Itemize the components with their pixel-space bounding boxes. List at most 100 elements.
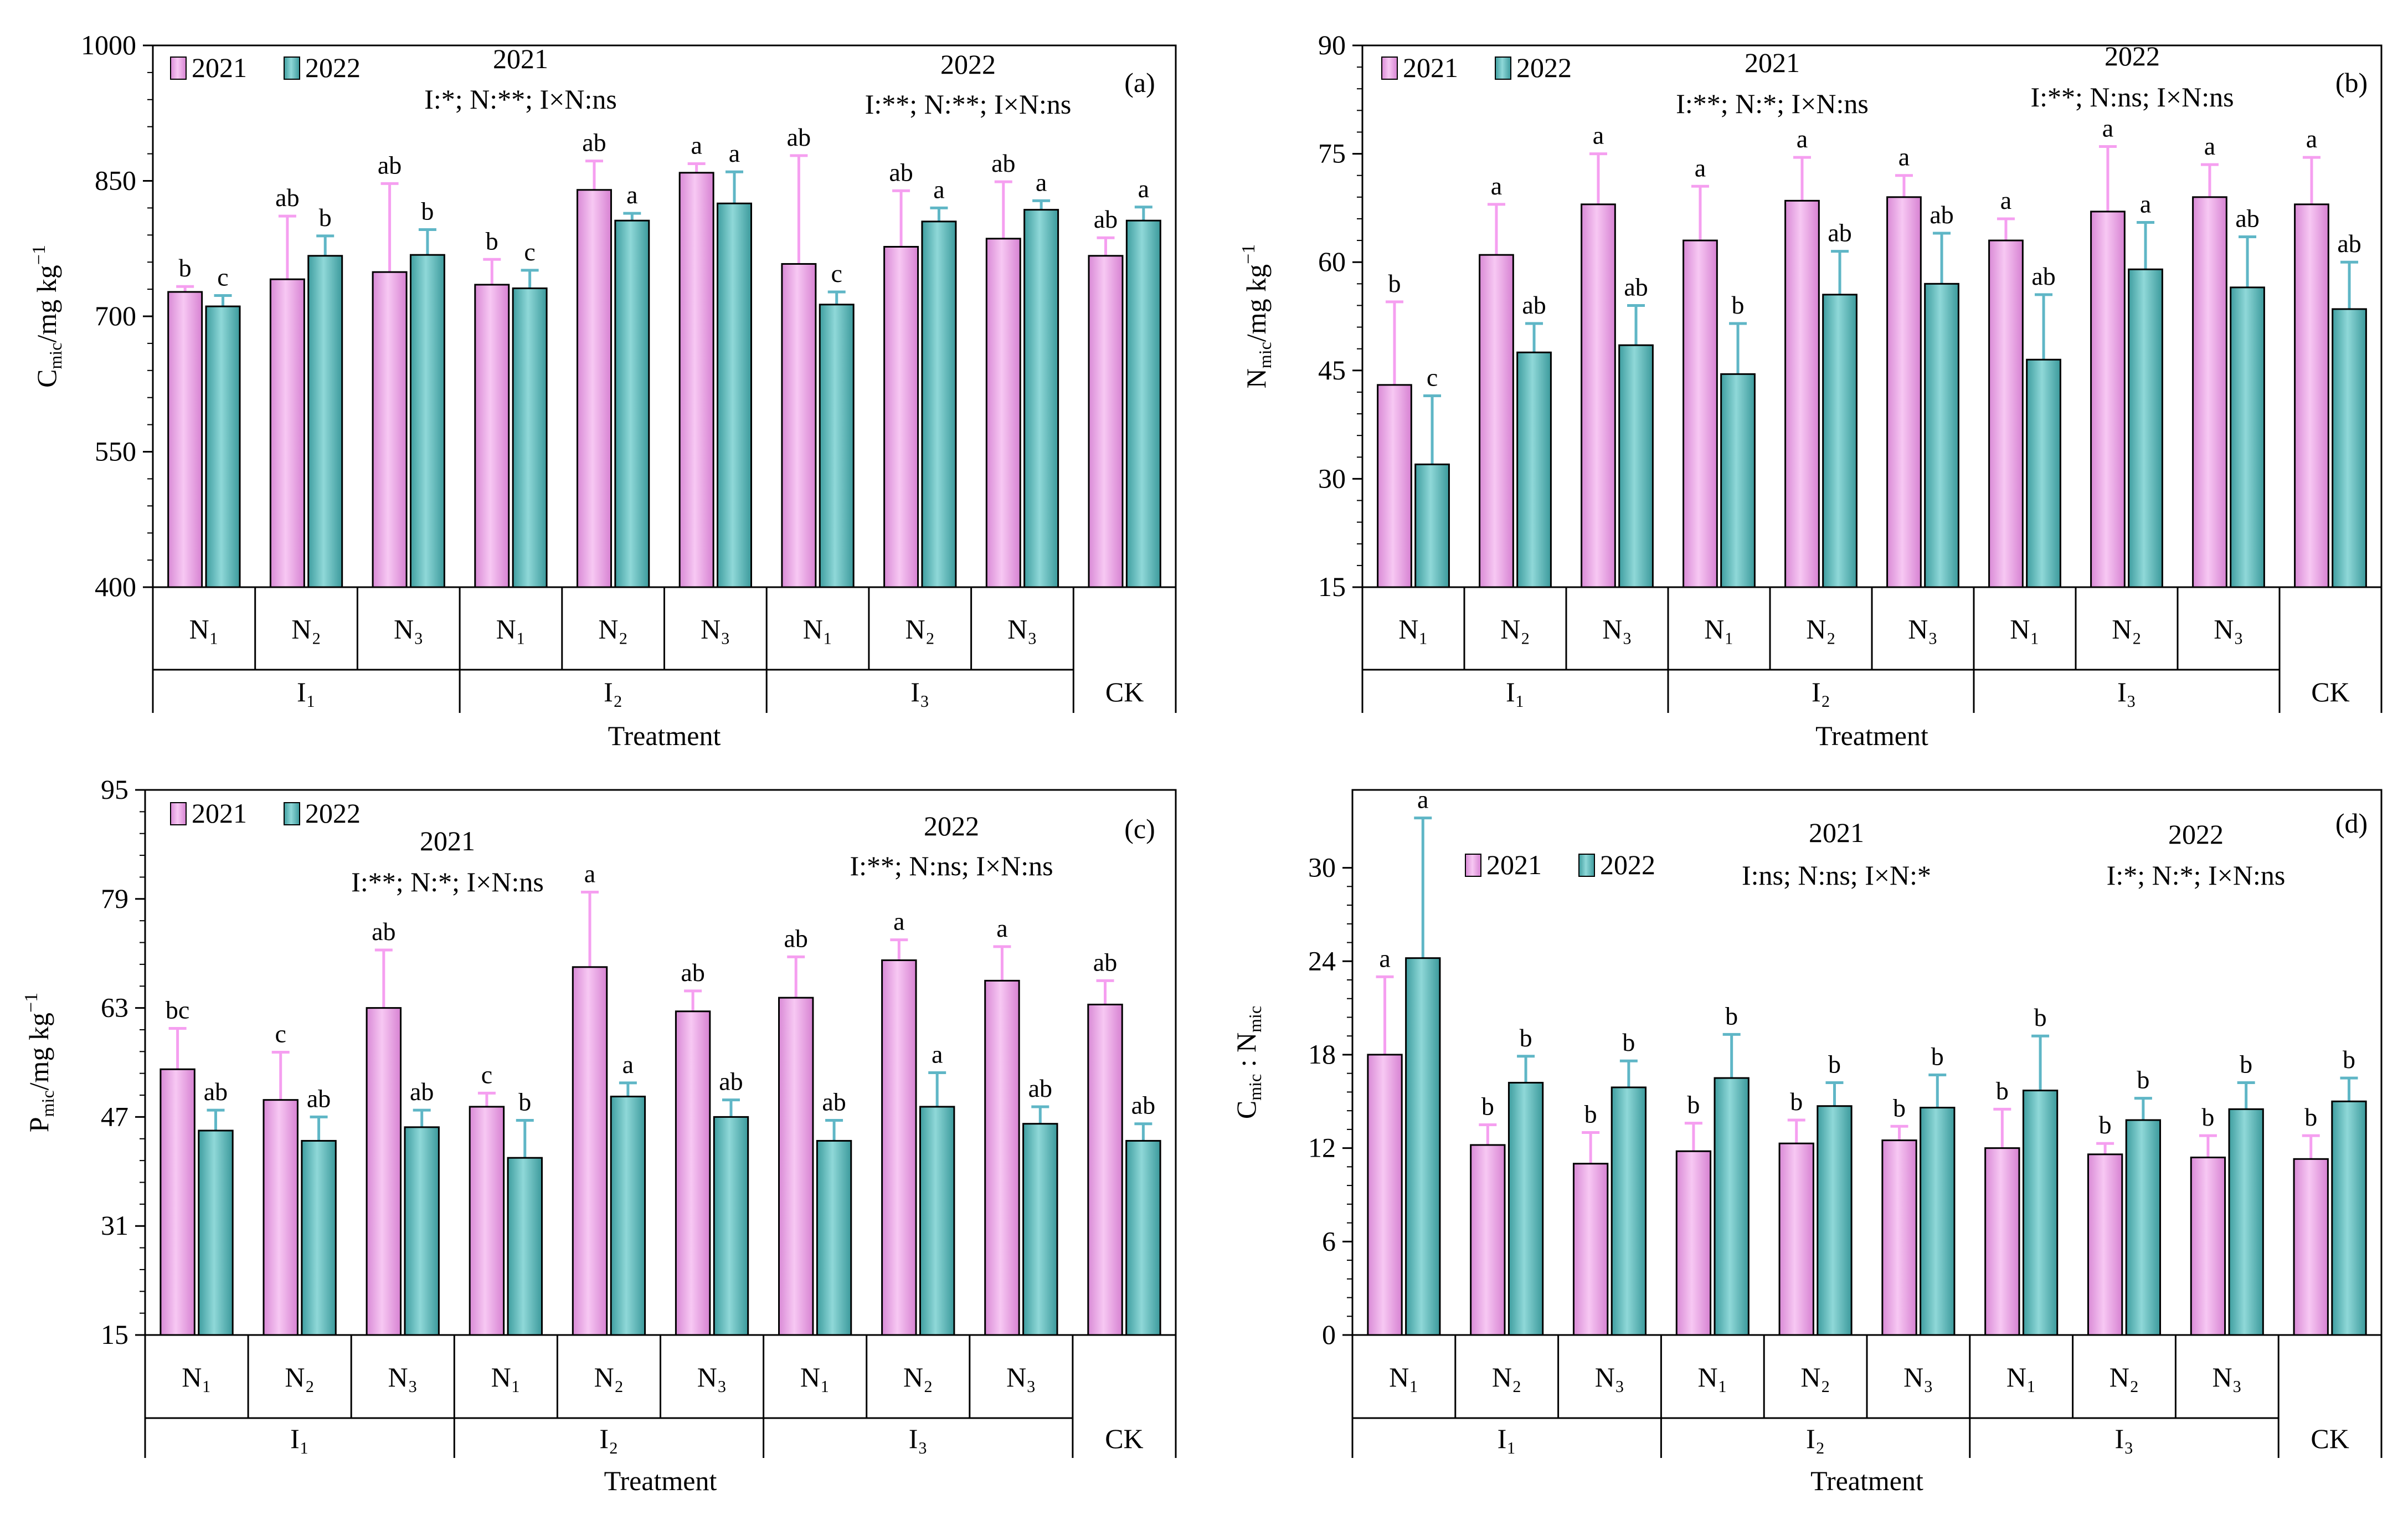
stat-year-2022: 2022 bbox=[924, 810, 979, 841]
sig-letter-2021: b bbox=[1893, 1093, 1906, 1122]
y-tick-label: 75 bbox=[1318, 138, 1346, 169]
legend-swatch-2021 bbox=[170, 802, 187, 825]
legend-label-2021: 2021 bbox=[192, 52, 247, 83]
treatment-group-label: I₃ bbox=[910, 676, 929, 707]
bar-2022-I1N3 bbox=[1611, 1086, 1647, 1336]
sig-letter-2022: ab bbox=[307, 1084, 331, 1112]
sig-letter-2022: b bbox=[1725, 1002, 1738, 1030]
n-level-label: N₁ bbox=[1704, 614, 1734, 645]
legend-swatch-2021 bbox=[1381, 57, 1398, 80]
bar-2021-I3N2 bbox=[881, 959, 917, 1336]
legend: 2021 2022 bbox=[170, 52, 361, 83]
bar-2021-I2N1 bbox=[1675, 1150, 1712, 1336]
legend-label-2022: 2022 bbox=[1600, 849, 1655, 880]
sig-letter-2022: b bbox=[2034, 1003, 2047, 1031]
n-level-label: N₃ bbox=[1602, 614, 1632, 645]
sig-letter-2022: b bbox=[2240, 1050, 2252, 1079]
bar-2021-I2N1 bbox=[469, 1106, 505, 1336]
y-axis-label-rest: : N bbox=[1231, 1033, 1262, 1074]
sig-letter-2021: b bbox=[2304, 1103, 2317, 1131]
n-level-label: N₁ bbox=[496, 614, 526, 645]
y-tick-label: 60 bbox=[1318, 246, 1346, 277]
bar-2022-I1N1 bbox=[205, 305, 241, 588]
y-axis-label-rest: /mg kg bbox=[23, 1013, 54, 1090]
n-level-label: N₁ bbox=[800, 1362, 830, 1393]
bar-2021-I1N3 bbox=[366, 1007, 402, 1336]
bar-2021-I3N3 bbox=[984, 979, 1020, 1336]
treatment-group-label: CK bbox=[2311, 1423, 2349, 1454]
treatment-group-label: I₃ bbox=[909, 1423, 928, 1454]
sig-letter-2021: b bbox=[486, 227, 498, 255]
y-axis-label-main: C bbox=[31, 369, 62, 388]
y-tick-label: 700 bbox=[95, 300, 136, 331]
bar-2021-I2N1 bbox=[474, 284, 510, 588]
sig-letter-2022: b bbox=[319, 203, 332, 232]
sig-letter-2022: ab bbox=[204, 1077, 228, 1106]
sig-letter-2021: ab bbox=[582, 129, 606, 157]
treatment-group-label: I₁ bbox=[1506, 676, 1525, 707]
sig-letter-2021: a bbox=[2102, 114, 2113, 142]
legend-label-2022: 2022 bbox=[1516, 52, 1572, 83]
n-level-label: N₂ bbox=[903, 1362, 933, 1393]
sig-letter-2022: ab bbox=[1930, 201, 1953, 229]
sig-letter-2022: ab bbox=[1624, 273, 1648, 301]
sig-letter-2022: ab bbox=[2235, 204, 2259, 233]
bar-2022-I2N1 bbox=[512, 287, 548, 588]
y-tick-label: 24 bbox=[1308, 945, 1336, 976]
sig-letter-2021: b bbox=[179, 254, 192, 282]
treatment-group-label: I₃ bbox=[2117, 676, 2136, 707]
n-level-label: N₁ bbox=[1389, 1362, 1419, 1393]
n-level-label: N₃ bbox=[701, 614, 730, 645]
n-level-label: N₃ bbox=[697, 1362, 727, 1393]
bar-2021-I1N2 bbox=[1470, 1144, 1506, 1336]
n-level-label: N₂ bbox=[2109, 1362, 2139, 1393]
sig-letter-2021: ab bbox=[889, 158, 913, 186]
sig-letter-2022: a bbox=[932, 1040, 943, 1068]
bar-2021-I3N2 bbox=[2090, 210, 2126, 588]
sig-letter-2022: ab bbox=[719, 1067, 743, 1096]
sig-letter-2021: ab bbox=[991, 149, 1015, 177]
sig-letter-2021: a bbox=[1797, 125, 1808, 153]
sig-letter-2021: a bbox=[2204, 132, 2215, 160]
n-level-label: N₃ bbox=[394, 614, 424, 645]
y-axis-label-sub: mic bbox=[1255, 342, 1275, 368]
sig-letter-2021: a bbox=[1695, 153, 1706, 182]
bar-2021-I1N2 bbox=[269, 278, 305, 588]
y-axis-label-sup: −1 bbox=[29, 245, 49, 265]
y-axis-label-sub: mic bbox=[1245, 1074, 1265, 1101]
bar-2022-I3N1 bbox=[816, 1139, 852, 1336]
bar-2021-CK bbox=[2293, 1158, 2329, 1336]
bar-2022-I2N3 bbox=[1920, 1107, 1956, 1336]
stat-text-2021: I:**; N:*; I×N:ns bbox=[1676, 88, 1869, 119]
sig-letter-2022: b bbox=[421, 197, 434, 225]
sig-letter-2021: ab bbox=[378, 151, 402, 179]
bar-2021-I1N1 bbox=[1377, 384, 1412, 588]
x-axis-title: Treatment bbox=[1815, 720, 1928, 751]
sig-letter-2022: ab bbox=[1028, 1074, 1052, 1102]
sig-letter-2021: a bbox=[996, 914, 1007, 942]
panel-label: (d) bbox=[2335, 808, 2368, 839]
sig-letter-2021: ab bbox=[784, 924, 808, 952]
bar-2022-I2N2 bbox=[614, 219, 650, 588]
sig-letter-2022: a bbox=[2140, 189, 2151, 218]
sig-letter-2022: b bbox=[1931, 1042, 1944, 1070]
sig-letter-2021: b bbox=[1790, 1087, 1803, 1116]
bar-2021-I1N3 bbox=[372, 271, 408, 588]
n-level-label: N₂ bbox=[2112, 614, 2142, 645]
y-axis-label-sup: −1 bbox=[21, 993, 42, 1013]
n-level-label: N₁ bbox=[491, 1362, 521, 1393]
sig-letter-2021: ab bbox=[787, 123, 811, 151]
sig-letter-2022: a bbox=[933, 175, 944, 203]
sig-letter-2022: b bbox=[1520, 1024, 1532, 1052]
bar-2021-I2N1 bbox=[1682, 239, 1718, 588]
y-tick-label: 47 bbox=[101, 1101, 128, 1132]
stat-text-2022: I:**; N:ns; I×N:ns bbox=[2030, 81, 2234, 112]
sig-letter-2021: a bbox=[2000, 186, 2011, 214]
y-axis-label: Cmic/mg kg−1 bbox=[29, 245, 65, 388]
bar-2022-I2N3 bbox=[717, 202, 752, 588]
sig-letter-2022: c bbox=[524, 238, 535, 266]
sig-letter-2022: c bbox=[217, 263, 228, 291]
stat-text-2022: I:*; N:*; I×N:ns bbox=[2107, 860, 2286, 891]
